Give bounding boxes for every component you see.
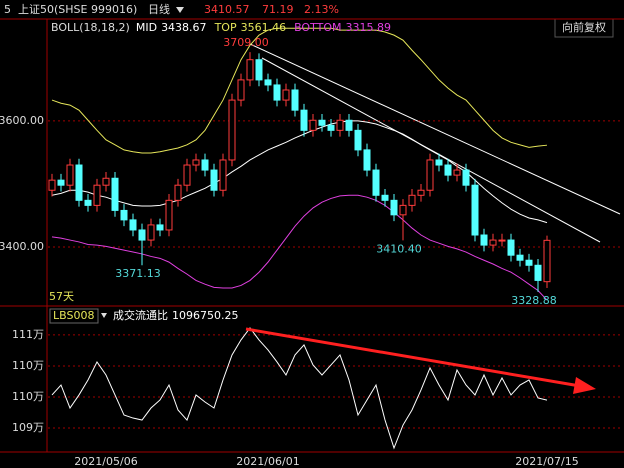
candle-body	[102, 177, 110, 186]
candle-body	[246, 59, 254, 81]
candle-body	[174, 184, 182, 201]
y-tick-label: 111万	[12, 328, 44, 341]
candle-body	[372, 169, 380, 196]
candle-body	[363, 149, 371, 171]
candle-body	[327, 124, 335, 131]
candle-body	[75, 164, 83, 201]
candle-body	[480, 234, 488, 246]
legend-name: TOP	[214, 21, 237, 34]
indicator-dropdown[interactable]	[101, 313, 107, 318]
candle-body	[354, 129, 362, 151]
candle-body	[336, 119, 344, 131]
x-tick-label: 2021/05/06	[74, 455, 137, 468]
x-tick-label: 2021/07/15	[515, 455, 578, 468]
bars-label: 57天	[49, 290, 74, 303]
candle-body	[120, 209, 128, 221]
legend-value: 1096750.25	[172, 309, 238, 322]
header-price: 3410.57	[204, 3, 250, 16]
x-tick-label: 2021/06/01	[236, 455, 299, 468]
candle-body	[462, 169, 470, 186]
candle-body	[93, 184, 101, 206]
candle-body	[471, 184, 479, 236]
legend-value: 3561.46	[241, 21, 287, 34]
candle-body	[138, 229, 146, 241]
candle-body	[237, 79, 245, 101]
indicator-name: BOLL(18,18,2)	[51, 21, 130, 34]
arrow-head	[573, 377, 596, 394]
candle-body	[390, 199, 398, 216]
candle-body	[57, 179, 65, 186]
candle-body	[156, 224, 164, 231]
indicator-button[interactable]	[49, 308, 99, 324]
legend-name: MID	[136, 21, 157, 34]
candle-body	[183, 164, 191, 186]
legend-value: 3315.89	[345, 21, 391, 34]
candle-body	[282, 89, 290, 101]
candle-body	[381, 194, 389, 201]
candle-body	[318, 119, 326, 126]
candle-body	[300, 109, 308, 131]
candle-body	[291, 89, 299, 111]
y-tick-label: 3400.00	[0, 240, 44, 253]
candle-body	[525, 259, 533, 266]
y-tick-label: 110万	[12, 390, 44, 403]
period-dropdown[interactable]	[176, 7, 184, 13]
candle-body	[435, 159, 443, 166]
indicator-line	[51, 327, 548, 450]
candle-body	[507, 239, 515, 256]
legend-value: 3438.67	[161, 21, 207, 34]
trend-arrow	[245, 327, 596, 394]
candle-body	[408, 194, 416, 206]
legend-name: BOTTOM	[294, 21, 341, 34]
price-annotation: 3371.13	[115, 267, 161, 280]
candle-body	[129, 219, 137, 231]
header-change-pct: 2.13%	[304, 3, 339, 16]
candle-body	[489, 239, 497, 246]
header-period: 日线	[148, 2, 170, 16]
header-change: 71.19	[262, 3, 294, 16]
price-annotation: 3328.88	[511, 294, 557, 307]
indicator-line	[51, 27, 548, 154]
indicator-name: LBS008	[53, 309, 94, 322]
candle-body	[534, 264, 542, 281]
candle-body	[345, 119, 353, 131]
candle-body	[264, 79, 272, 86]
price-annotation: 3709.00	[223, 36, 269, 49]
candle-body	[498, 239, 506, 242]
candle-body	[543, 239, 551, 283]
candle-body	[399, 204, 407, 216]
y-tick-label: 3600.00	[0, 114, 44, 127]
header-name: 上证50(SHSE 999016)	[18, 3, 137, 16]
candle-body	[84, 199, 92, 206]
candle-body	[255, 59, 263, 81]
candle-body	[147, 224, 155, 241]
y-tick-label: 110万	[12, 359, 44, 372]
candle-body	[66, 164, 74, 186]
price-annotation: 3410.40	[376, 242, 422, 255]
candle-body	[201, 159, 209, 171]
candle-body	[111, 177, 119, 211]
legend-name: 成交流通比	[113, 308, 168, 322]
indicator-line	[51, 194, 548, 301]
candle-body	[516, 254, 524, 261]
candle-body	[309, 119, 317, 131]
arrow-shaft	[245, 327, 581, 388]
candle-body	[444, 164, 452, 176]
candle-body	[219, 159, 227, 191]
candle-body	[165, 199, 173, 231]
candle-body	[48, 179, 56, 191]
candle-body	[210, 169, 218, 191]
candle-body	[228, 99, 236, 161]
candle-body	[273, 84, 281, 101]
header-code: 5	[4, 3, 11, 16]
adjust-label: 向前复权	[562, 20, 606, 34]
y-tick-label: 109万	[12, 421, 44, 434]
candle-body	[417, 189, 425, 196]
trend-line	[249, 43, 621, 215]
candle-body	[426, 159, 434, 191]
candle-body	[453, 169, 461, 176]
candle-body	[192, 159, 200, 166]
